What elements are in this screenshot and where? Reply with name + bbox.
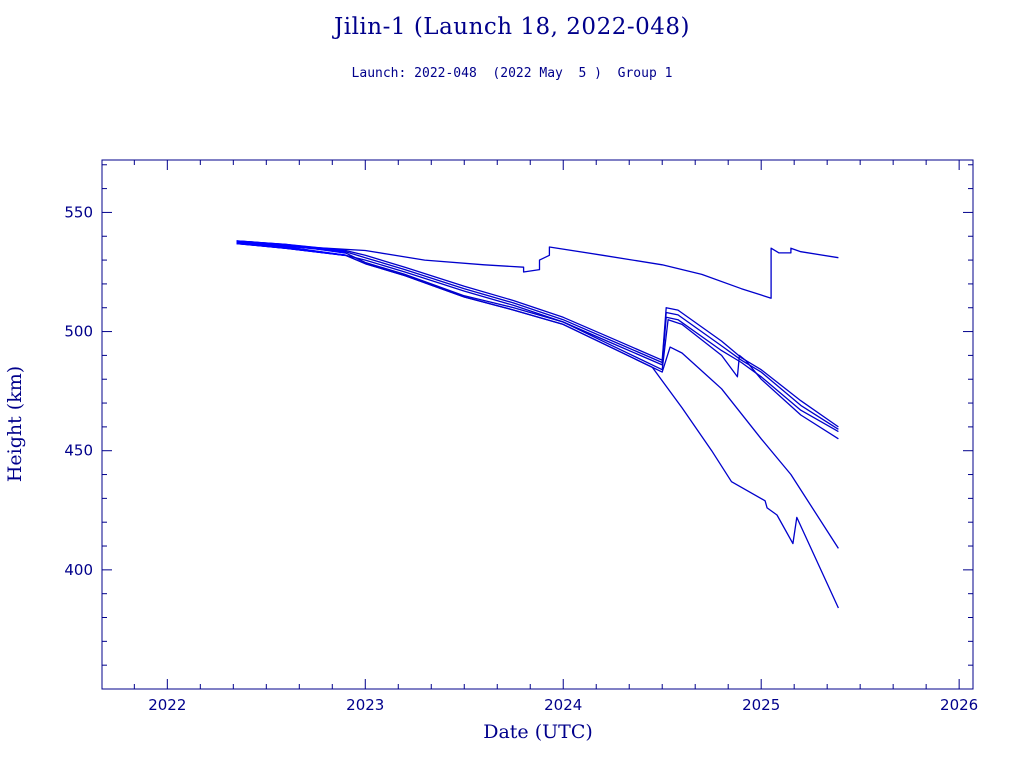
x-tick-label: 2026	[940, 696, 978, 714]
chart-title: Jilin-1 (Launch 18, 2022-048)	[334, 14, 690, 40]
series-line-5	[236, 240, 839, 440]
x-tick-label: 2023	[346, 696, 384, 714]
ticks-layer	[102, 160, 973, 690]
x-axis-title: Date (UTC)	[483, 721, 593, 743]
tick-labels: 2022 2023 2024 2025 2026 400 450 500 550	[64, 203, 978, 714]
series-line-4	[236, 242, 839, 433]
x-tick-label: 2022	[148, 696, 186, 714]
plot-frame	[101, 159, 974, 690]
series-line-2	[236, 240, 839, 428]
series-overlap-4	[236, 240, 346, 254]
y-tick-label: 500	[64, 323, 93, 341]
series-line-7	[236, 242, 839, 609]
series-line-6	[236, 242, 839, 549]
y-axis-title: Height (km)	[4, 366, 26, 482]
y-tick-label: 450	[64, 442, 93, 460]
series-layer	[236, 240, 839, 609]
series-line-1	[236, 242, 839, 299]
chart-subtitle: Launch: 2022-048 (2022 May 5 ) Group 1	[351, 66, 673, 81]
y-tick-label: 400	[64, 561, 93, 579]
series-overlap-6	[236, 242, 346, 257]
x-tick-label: 2025	[742, 696, 780, 714]
x-tick-label: 2024	[544, 696, 582, 714]
y-tick-label: 550	[64, 203, 93, 221]
